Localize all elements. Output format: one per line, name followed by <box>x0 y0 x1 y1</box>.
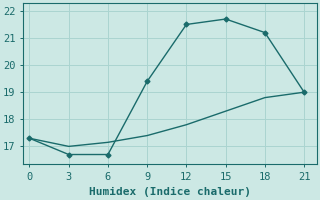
X-axis label: Humidex (Indice chaleur): Humidex (Indice chaleur) <box>89 187 251 197</box>
